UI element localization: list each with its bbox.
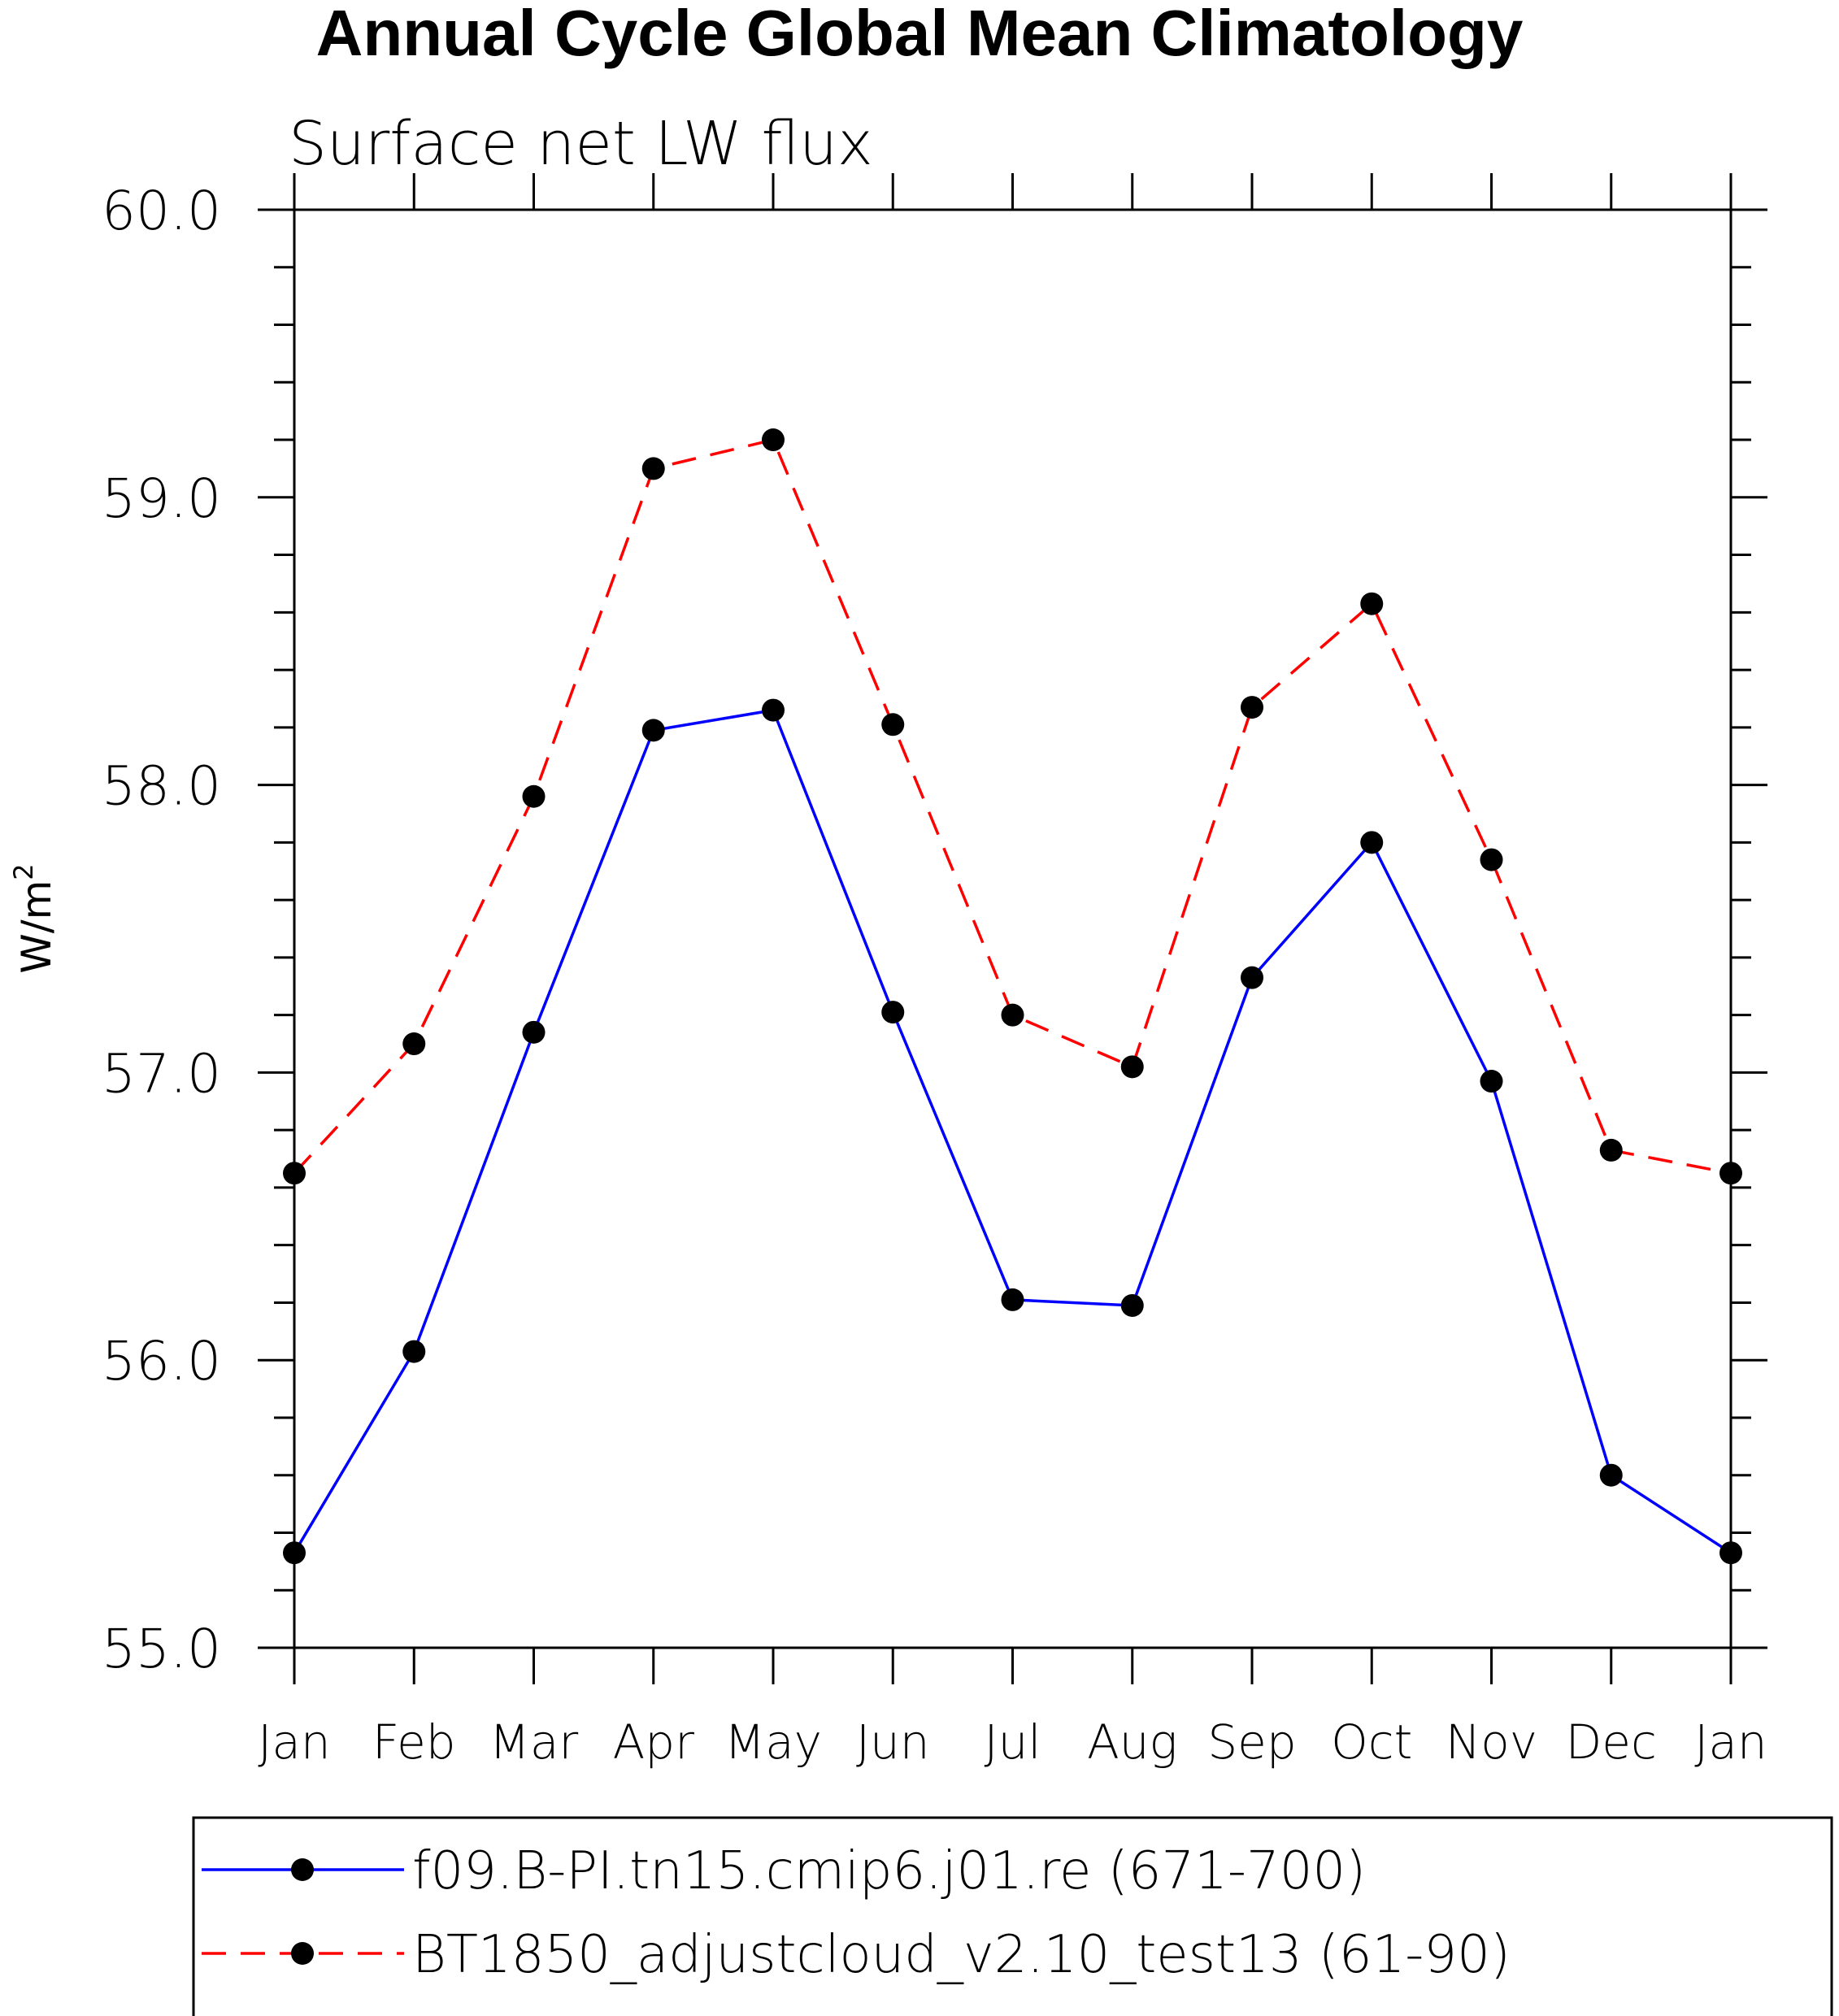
x-tick-label: Mar (489, 1714, 579, 1770)
y-tick-label: 59.0 (102, 467, 221, 530)
data-point (1120, 1055, 1144, 1079)
y-tick-label: 58.0 (102, 755, 221, 818)
x-tick-label: Aug (1087, 1714, 1177, 1770)
data-point (1001, 1003, 1024, 1027)
x-tick-label: Oct (1331, 1714, 1412, 1770)
x-tick-label: Jan (258, 1714, 330, 1770)
y-axis-label-superscript: 2 (8, 863, 39, 880)
series-1 (283, 698, 1742, 1565)
series-layer (283, 428, 1742, 1565)
plot-axes: 55.0 56.0 57.0 58.0 59.0 60.0 Jan Feb Mar Apr May J… (102, 173, 1767, 1770)
data-point (402, 1032, 426, 1056)
chart-title: Annual Cycle Global Mean Climatology (316, 0, 1524, 69)
data-point (1360, 831, 1384, 854)
data-point (762, 698, 785, 722)
data-point (1599, 1463, 1623, 1487)
x-tick-label: May (724, 1714, 822, 1770)
x-tick-label: Jul (985, 1714, 1041, 1770)
series-line (293, 437, 1732, 1175)
x-tick-label: Jan (1694, 1714, 1767, 1770)
legend-marker (291, 1942, 314, 1965)
data-point (1719, 1162, 1742, 1185)
data-point (1719, 1541, 1742, 1565)
y-tick-label: 57.0 (102, 1042, 221, 1105)
y-tick-label: 60.0 (102, 180, 221, 242)
data-point (1120, 1293, 1144, 1317)
legend-marker (291, 1858, 314, 1881)
data-point (522, 1020, 546, 1044)
x-tick-label: Sep (1207, 1714, 1296, 1770)
chart-subtitle: Surface net LW flux (289, 109, 873, 179)
data-point (1241, 966, 1263, 989)
x-tick-label: Apr (613, 1714, 694, 1770)
data-point (881, 1001, 905, 1024)
legend-label: f09.B-PI.tn15.cmip6.j01.re (671-700) (412, 1841, 1366, 1901)
y-tick-label: 56.0 (102, 1330, 221, 1393)
series-line (293, 708, 1732, 1554)
data-point (641, 719, 665, 742)
data-point (762, 428, 785, 452)
data-point (283, 1541, 306, 1565)
data-point (641, 457, 665, 480)
data-point (1241, 696, 1263, 719)
y-tick-label: 55.0 (102, 1618, 221, 1680)
data-point (1480, 848, 1503, 871)
data-point (1480, 1070, 1503, 1093)
data-point (402, 1340, 426, 1363)
data-point (1599, 1138, 1623, 1162)
x-tick-label: Nov (1446, 1714, 1537, 1770)
data-point (1360, 592, 1384, 615)
data-point (283, 1162, 306, 1185)
y-axis-label: W/m2 (8, 863, 60, 973)
y-axis-label-main: W/m (13, 880, 60, 974)
series-2 (283, 428, 1742, 1185)
legend: f09.B-PI.tn15.cmip6.j01.re (671-700) BT18… (192, 1816, 1833, 2016)
x-tick-label: Jun (856, 1714, 930, 1770)
legend-box (192, 1816, 1833, 2016)
x-tick-label: Feb (372, 1714, 456, 1770)
plot-frame (293, 208, 1732, 1649)
x-tick-label: Dec (1566, 1714, 1657, 1770)
data-point (1001, 1288, 1024, 1311)
data-point (522, 784, 546, 808)
data-point (881, 713, 905, 736)
legend-label: BT1850_adjustcloud_v2.10_test13 (61-90) (412, 1925, 1511, 1985)
